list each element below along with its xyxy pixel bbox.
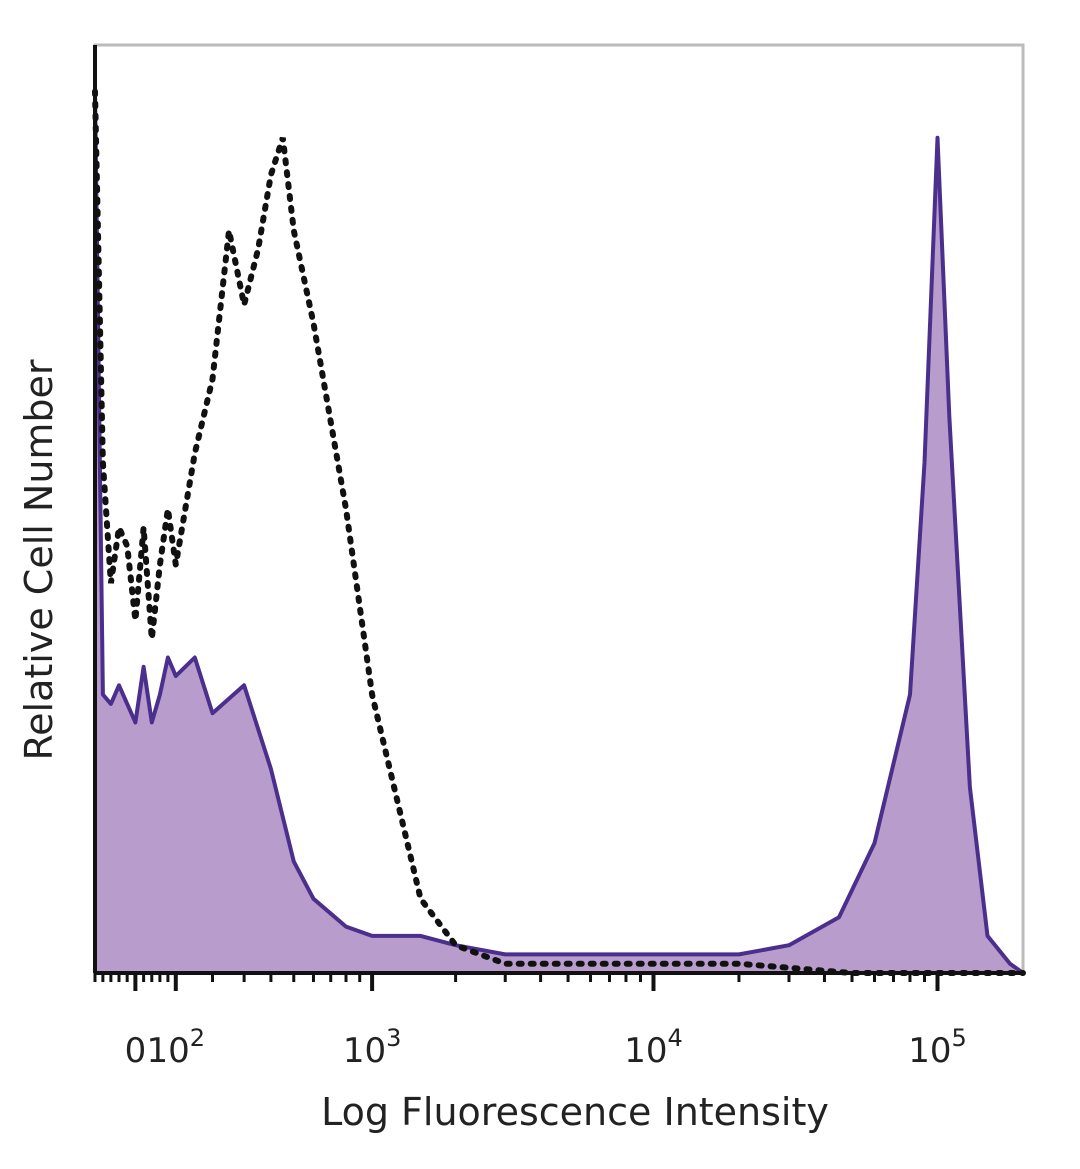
y-axis-title: Relative Cell Number bbox=[17, 359, 61, 760]
x-tick-label: 103 bbox=[343, 1024, 402, 1071]
x-axis-title: Log Fluorescence Intensity bbox=[321, 1090, 829, 1134]
x-tick-layer: 0 102 103 104 105 bbox=[93, 973, 967, 1071]
control-series-line bbox=[92, 88, 1026, 976]
x-tick-label: 104 bbox=[624, 1024, 683, 1071]
stained-area-fill bbox=[95, 91, 1023, 973]
series-layer bbox=[92, 88, 1026, 976]
x-tick-label: 102 bbox=[147, 1024, 206, 1071]
stained-series-line bbox=[93, 91, 1025, 975]
x-tick-label: 0 bbox=[125, 1031, 147, 1071]
x-tick-label: 105 bbox=[908, 1024, 967, 1071]
